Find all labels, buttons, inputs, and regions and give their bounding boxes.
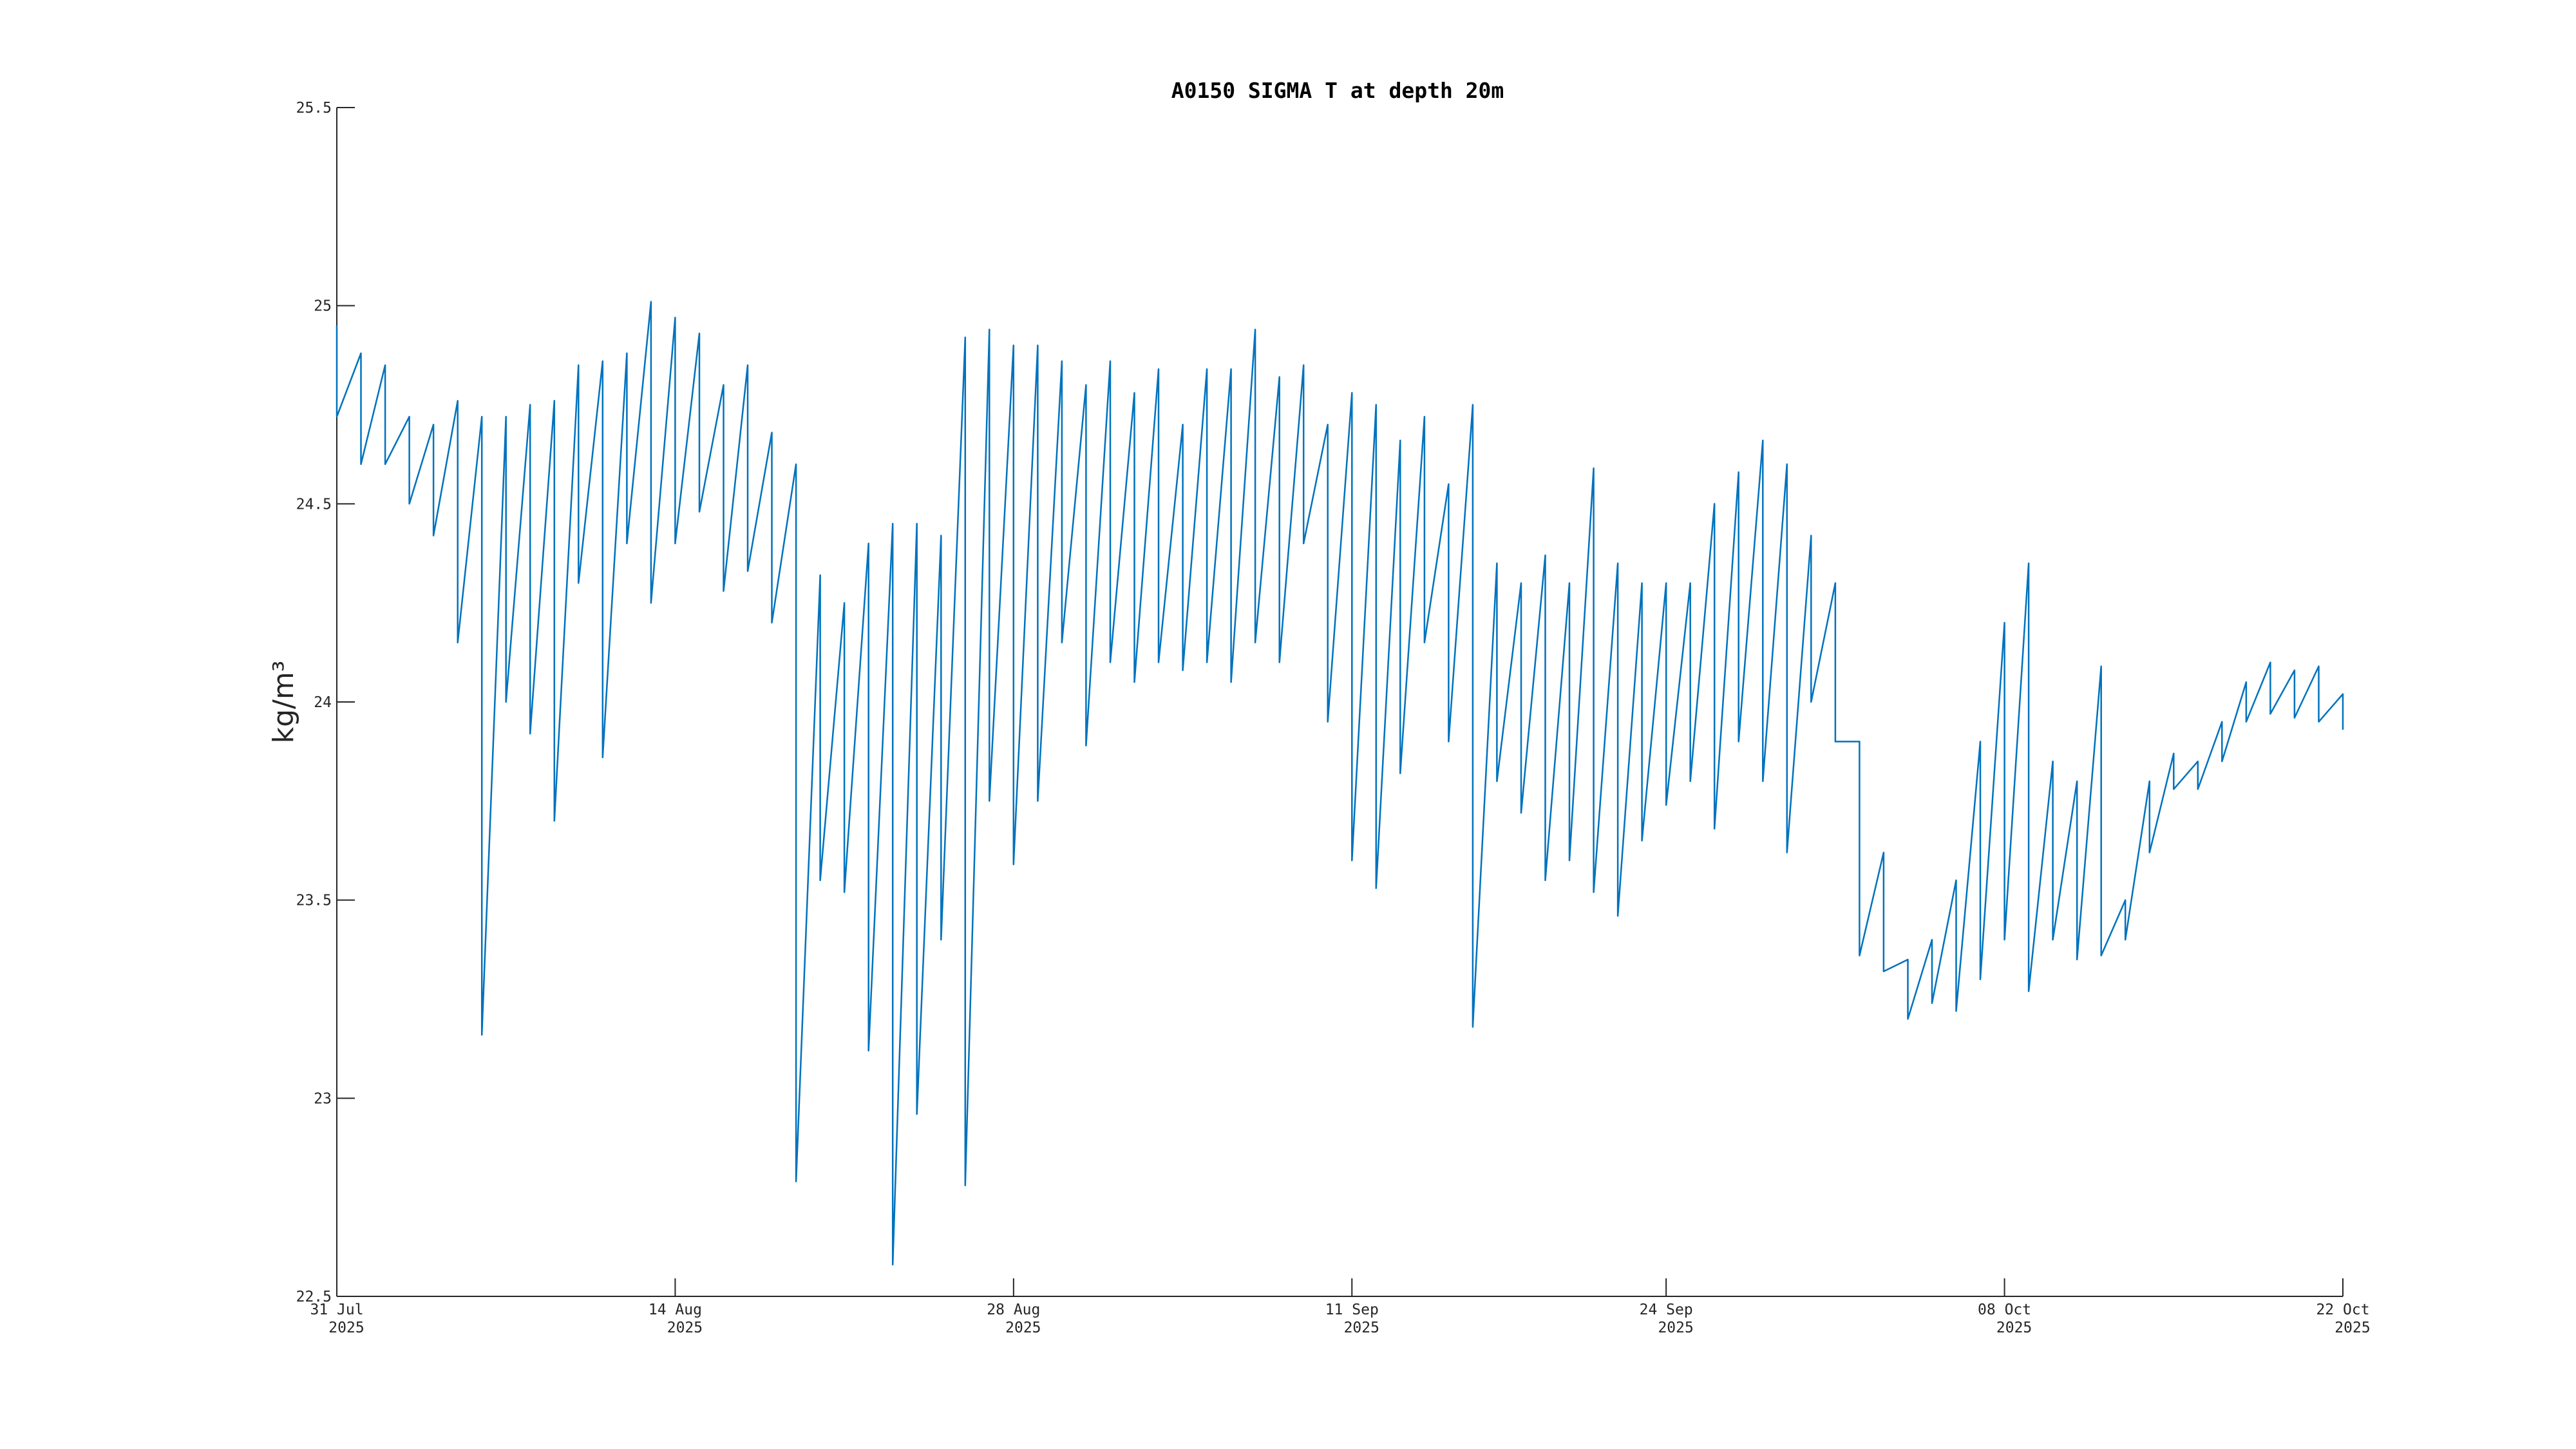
x-tick-label: 08 Oct 2025 (1978, 1302, 2032, 1336)
chart-title: A0150 SIGMA T at depth 20m (1171, 78, 1504, 103)
y-tick-label: 23.5 (296, 893, 332, 909)
x-tick-label: 31 Jul 2025 (310, 1302, 364, 1336)
x-tick-label: 11 Sep 2025 (1325, 1302, 1379, 1336)
y-tick-label: 22.5 (296, 1289, 332, 1305)
y-axis-label: kg/m³ (267, 661, 300, 744)
x-tick-label: 22 Oct 2025 (2316, 1302, 2370, 1336)
y-tick-label: 23 (314, 1090, 332, 1107)
y-tick-label: 25.5 (296, 100, 332, 117)
data-line (336, 301, 2344, 1266)
y-tick-label: 24.5 (296, 496, 332, 513)
y-tick-label: 24 (314, 694, 332, 711)
x-tick-label: 28 Aug 2025 (987, 1302, 1041, 1336)
x-tick-label: 24 Sep 2025 (1640, 1302, 1694, 1336)
x-tick-label: 14 Aug 2025 (649, 1302, 703, 1336)
y-tick-label: 25 (314, 298, 332, 315)
